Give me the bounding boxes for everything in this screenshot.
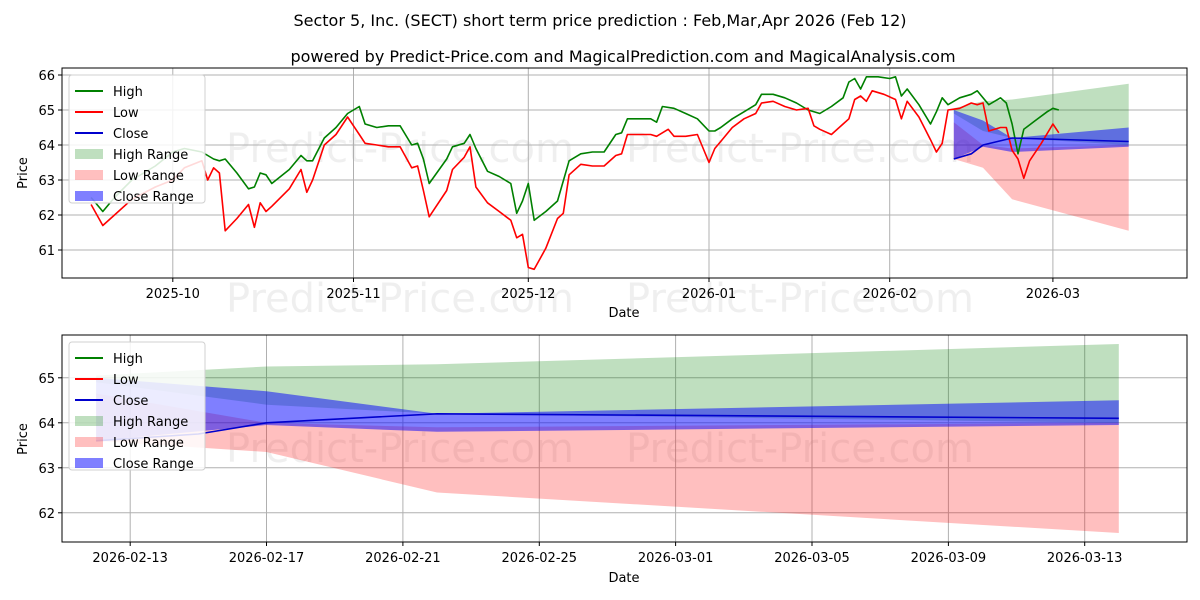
x-tick-label: 2026-03-13 (1047, 551, 1123, 566)
y-tick-label: 61 (38, 244, 55, 259)
watermark: Predict-Price.com (226, 126, 574, 172)
watermark: Predict-Price.com (626, 426, 974, 472)
y-tick-label: 64 (38, 417, 55, 432)
series-lines (90, 76, 1129, 271)
watermark-group: Predict-Price.com Predict-Price.com Pred… (226, 126, 974, 322)
y-tick-label: 62 (38, 507, 55, 522)
legend-item-low-range-swatch (75, 437, 103, 447)
y-tick-label: 63 (38, 462, 55, 477)
legend-item-high-range-label: High Range (113, 148, 188, 163)
watermark: Predict-Price.com (226, 426, 574, 472)
close-range-area (953, 110, 1129, 159)
legend-item-close-range-swatch (75, 458, 103, 468)
plot-frame (61, 334, 1188, 543)
x-tick-label: 2026-02-17 (229, 551, 305, 566)
x-tick-label: 2026-02-25 (502, 551, 578, 566)
y-tick-label: 66 (38, 69, 55, 84)
y-axis-label: Price (16, 423, 31, 455)
x-tick-label: 2026-03-09 (911, 551, 987, 566)
x-tick-label: 2025-10 (146, 287, 200, 302)
bottom-panel: Predict-Price.com Predict-Price.com 2026… (16, 334, 1188, 586)
range-areas (953, 83, 1129, 231)
legend-item-close-label: Close (113, 127, 148, 142)
y-axis-label: Price (16, 157, 31, 189)
high-series-line (90, 76, 1060, 222)
legend-item-high-range-swatch (75, 416, 103, 426)
x-axis: 2025-10 2025-11 2025-12 2026-01 2026-02 2026-… (146, 278, 1080, 302)
x-tick-label: 2025-11 (326, 287, 380, 302)
legend-box (68, 341, 206, 471)
low-series-line (90, 90, 1060, 271)
y-axis: 62 63 64 65 (38, 372, 62, 522)
y-tick-label: 65 (38, 104, 55, 119)
top-panel: Predict-Price.com Predict-Price.com Pred… (16, 67, 1188, 322)
watermark: Predict-Price.com (226, 276, 574, 322)
x-tick-label: 2026-03-05 (774, 551, 850, 566)
range-areas (96, 344, 1119, 533)
x-tick-label: 2026-01 (682, 287, 736, 302)
watermark: Predict-Price.com (626, 126, 974, 172)
legend-item-low-range-swatch (75, 170, 103, 180)
legend-item-high-label: High (113, 352, 143, 367)
x-tick-label: 2026-03-01 (638, 551, 714, 566)
legend-box (68, 74, 206, 204)
legend-item-close-range-label: Close Range (113, 457, 194, 472)
y-tick-label: 64 (38, 139, 55, 154)
legend-item-low-label: Low (113, 373, 139, 388)
legend-item-close-range-label: Close Range (113, 190, 194, 205)
x-axis: 2026-02-13 2026-02-17 2026-02-21 2026-02-25… (92, 542, 1122, 566)
chart-title: Sector 5, Inc. (SECT) short term price p… (293, 11, 906, 30)
watermark: Predict-Price.com (626, 276, 974, 322)
x-tick-label: 2026-02-21 (365, 551, 441, 566)
legend: High Low Close High Range Low Range Close Ran… (68, 74, 206, 205)
chart-subtitle: powered by Predict-Price.com and Magical… (290, 47, 955, 66)
legend-item-close-range-swatch (75, 191, 103, 201)
legend-item-high-label: High (113, 85, 143, 100)
legend-item-high-range-swatch (75, 149, 103, 159)
y-tick-label: 62 (38, 209, 55, 224)
x-axis-label: Date (608, 306, 639, 321)
legend-item-close-label: Close (113, 394, 148, 409)
x-tick-label: 2026-02 (863, 287, 917, 302)
legend-item-low-range-label: Low Range (113, 436, 184, 451)
watermark-group: Predict-Price.com Predict-Price.com (226, 426, 974, 472)
x-tick-label: 2025-12 (501, 287, 555, 302)
x-tick-label: 2026-02-13 (92, 551, 168, 566)
plot-frame (61, 67, 1188, 279)
legend-item-high-range-label: High Range (113, 415, 188, 430)
legend-item-low-range-label: Low Range (113, 169, 184, 184)
close-range-area (96, 377, 1119, 441)
y-tick-label: 63 (38, 174, 55, 189)
close-series-line (953, 137, 1129, 160)
y-tick-label: 65 (38, 372, 55, 387)
y-axis: 61 62 63 64 65 66 (38, 69, 62, 259)
legend: High Low Close High Range Low Range Close Ran… (68, 341, 206, 472)
x-axis-label: Date (608, 571, 639, 586)
legend-item-low-label: Low (113, 106, 139, 121)
x-tick-label: 2026-03 (1026, 287, 1080, 302)
